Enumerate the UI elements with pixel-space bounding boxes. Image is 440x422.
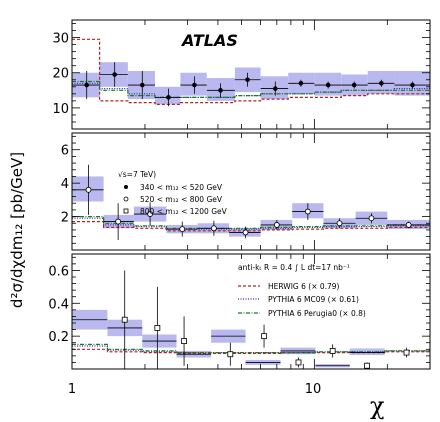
- y-tick-label: 10: [52, 102, 69, 117]
- data-point: [154, 325, 161, 331]
- data-point: [166, 95, 171, 100]
- data-point: [364, 362, 370, 369]
- y-tick-label: 2: [61, 211, 69, 226]
- data-point: [147, 211, 153, 217]
- legend-marker-open-square: [123, 208, 129, 214]
- panel-top: 10 20 30: [52, 19, 431, 130]
- data-point: [218, 88, 223, 93]
- x-tick-label-10: 10: [305, 382, 322, 397]
- atlas-label: ATLAS: [180, 31, 238, 50]
- pythia-perugia-line: [72, 216, 430, 229]
- data-point: [273, 222, 280, 228]
- panel-bottom: 0.2 0.4 0.6: [48, 253, 431, 370]
- x-axis-label: χ: [370, 392, 385, 420]
- data-point: [261, 333, 267, 340]
- data-point: [245, 77, 250, 83]
- y-axis-label: d²σ/dχdm₁₂ [pb/GeV]: [8, 152, 26, 308]
- y-tick-label: 6: [61, 144, 69, 159]
- legend-entry-3: 800 < m₁₂ < 1200 GeV: [140, 207, 228, 216]
- y-tick-label: 0.2: [48, 330, 69, 345]
- panel-frame: [71, 19, 431, 130]
- data-point: [336, 220, 343, 227]
- data-point: [410, 82, 415, 88]
- legend-bottom: anti-kₜ R = 0.4 ∫ L dt=17 nb⁻¹ HERWIG 6 …: [238, 263, 366, 318]
- legend-energy: √s=7 TeV): [118, 170, 156, 179]
- legend-entry-pythia-perugia: PYTHIA 6 Perugia0 (× 0.8): [268, 309, 366, 318]
- data-point: [85, 186, 92, 193]
- pythia-perugia-line: [72, 80, 430, 98]
- legend-marker-open-circle: [123, 196, 129, 202]
- data-point: [210, 225, 217, 232]
- data-point: [273, 86, 278, 91]
- herwig-line: [72, 38, 430, 105]
- data-point: [351, 82, 357, 88]
- legend-entry-pythia-mc09: PYTHIA 6 MC09 (× 0.61): [268, 295, 359, 304]
- data-point: [329, 348, 336, 354]
- data-point: [325, 82, 331, 88]
- panel-frame: [71, 253, 431, 370]
- data-point: [227, 351, 234, 358]
- x-tick-label-1: 1: [68, 382, 76, 397]
- data-point: [115, 218, 122, 225]
- panel-middle: 2 4 6: [61, 132, 431, 251]
- legend-entry-2: 520 < m₁₂ < 800 GeV: [140, 195, 223, 204]
- data-point: [295, 359, 302, 366]
- data-point: [179, 226, 186, 233]
- legend-entry-herwig: HERWIG 6 (× 0.79): [268, 282, 340, 291]
- data-point: [112, 72, 117, 77]
- y-tick-label: 0.6: [48, 264, 69, 279]
- legend-marker-filled-circle: [124, 185, 128, 189]
- y-tick-label: 0.4: [48, 297, 69, 312]
- data-point: [192, 82, 197, 88]
- data-point: [181, 338, 187, 344]
- data-point: [368, 215, 375, 222]
- data-point: [403, 349, 410, 356]
- y-tick-label: 20: [52, 67, 69, 82]
- data-point: [304, 208, 311, 215]
- legend-top: √s=7 TeV) 340 < m₁₂ < 520 GeV 520 < m₁₂ …: [118, 170, 228, 216]
- legend-jet-info: anti-kₜ R = 0.4 ∫ L dt=17 nb⁻¹: [238, 263, 350, 272]
- panel-frame: [71, 132, 431, 251]
- data-point: [405, 222, 412, 228]
- herwig-line: [72, 221, 430, 232]
- data-point: [242, 229, 249, 236]
- data-point: [298, 80, 304, 86]
- data-point: [379, 80, 384, 86]
- data-point: [84, 82, 90, 88]
- data-point: [139, 82, 145, 88]
- y-tick-label: 4: [61, 177, 69, 192]
- legend-entry-1: 340 < m₁₂ < 520 GeV: [140, 183, 223, 192]
- data-point: [121, 316, 128, 323]
- y-tick-label: 30: [52, 32, 69, 47]
